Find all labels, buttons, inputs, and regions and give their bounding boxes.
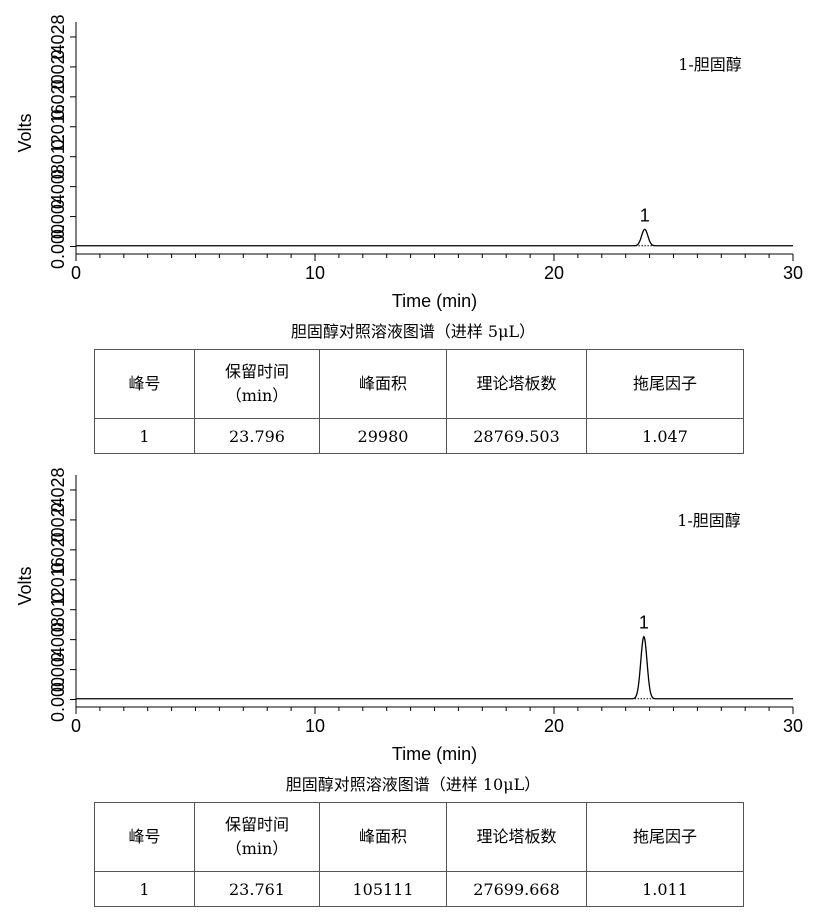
peak-results-table: 峰号 保留时间 （min） 峰面积 理论塔板数 拖尾因子 1 23.761 105… bbox=[94, 802, 744, 907]
col-header-peak-area: 峰面积 bbox=[319, 802, 447, 872]
chromatogram-trace bbox=[76, 228, 793, 247]
cell-retention-time: 23.761 bbox=[194, 871, 320, 907]
cell-theoretical-plates: 28769.503 bbox=[446, 418, 587, 454]
y-tick-label: 0.004 bbox=[48, 647, 68, 692]
chart-caption: 胆固醇对照溶液图谱（进样 5μL） bbox=[290, 322, 536, 341]
chromatogram-trace bbox=[76, 635, 793, 700]
col-header-peak-number: 峰号 bbox=[94, 349, 195, 419]
x-axis-title: Time (min) bbox=[392, 744, 477, 764]
x-tick-label: 30 bbox=[783, 716, 803, 736]
y-tick-label: 0.000 bbox=[48, 677, 68, 722]
col-header-theoretical-plates: 理论塔板数 bbox=[446, 802, 587, 872]
col-header-retention-time: 保留时间 （min） bbox=[194, 349, 320, 419]
y-axis-title: Volts bbox=[15, 566, 35, 605]
col-header-theoretical-plates: 理论塔板数 bbox=[446, 349, 587, 419]
col-header-peak-area: 峰面积 bbox=[319, 349, 447, 419]
x-tick-label: 10 bbox=[305, 716, 325, 736]
col-header-tailing-factor: 拖尾因子 bbox=[586, 349, 744, 419]
peak-label: 1 bbox=[639, 613, 649, 633]
x-tick-label: 10 bbox=[305, 263, 325, 283]
y-tick-label: 0.000 bbox=[48, 224, 68, 269]
y-tick-label: 0.028 bbox=[48, 467, 68, 512]
chart-caption: 胆固醇对照溶液图谱（进样 10μL） bbox=[285, 775, 541, 794]
peak-label: 1 bbox=[640, 205, 650, 225]
cell-theoretical-plates: 27699.668 bbox=[446, 871, 587, 907]
table-row: 1 23.761 105111 27699.668 1.011 bbox=[94, 871, 744, 907]
chromatogram-panel-5ul: 0 10 20 30 0.000 0.004 0.008 0.012 0.016 0.020 0.0… bbox=[0, 0, 826, 460]
y-axis-title: Volts bbox=[15, 113, 35, 152]
y-tick-label: 0.004 bbox=[48, 194, 68, 239]
chromatogram-chart-5ul: 0 10 20 300.0000.0040.0080.0120.0160.0200.0… bbox=[15, 14, 803, 311]
x-tick-label: 30 bbox=[783, 263, 803, 283]
y-tick-label: 0.020 bbox=[48, 74, 68, 119]
col-header-tailing-factor: 拖尾因子 bbox=[586, 802, 744, 872]
y-tick-label: 0.028 bbox=[48, 14, 68, 59]
x-tick-label: 20 bbox=[544, 263, 564, 283]
table-row: 1 23.796 29980 28769.503 1.047 bbox=[94, 418, 744, 454]
chromatogram-chart-10ul: 0 10 20 300.0000.0040.0080.0120.0160.0200.0… bbox=[15, 467, 803, 764]
x-tick-label: 0 bbox=[71, 263, 81, 283]
cell-tailing-factor: 1.047 bbox=[586, 418, 744, 454]
cell-retention-time: 23.796 bbox=[194, 418, 320, 454]
cell-peak-number: 1 bbox=[94, 418, 195, 454]
table-header-row: 峰号 保留时间 （min） 峰面积 理论塔板数 拖尾因子 bbox=[94, 802, 744, 872]
y-tick-label: 0.012 bbox=[48, 587, 68, 632]
col-header-retention-time: 保留时间 （min） bbox=[194, 802, 320, 872]
chromatogram-panel-10ul: 0 10 20 30 0.000 0.004 0.008 0.012 0.016 0.020 0.0… bbox=[0, 460, 826, 921]
y-tick-label: 0.024 bbox=[48, 497, 68, 542]
y-tick-label: 0.016 bbox=[48, 557, 68, 602]
table-header-row: 峰号 保留时间 （min） 峰面积 理论塔板数 拖尾因子 bbox=[94, 349, 744, 419]
x-tick-label: 0 bbox=[71, 716, 81, 736]
col-header-peak-number: 峰号 bbox=[94, 802, 195, 872]
x-axis-title: Time (min) bbox=[392, 291, 477, 311]
cell-peak-number: 1 bbox=[94, 871, 195, 907]
y-tick-label: 0.008 bbox=[48, 617, 68, 662]
cell-peak-area: 29980 bbox=[319, 418, 447, 454]
x-tick-label: 20 bbox=[544, 716, 564, 736]
y-tick-label: 0.024 bbox=[48, 44, 68, 89]
cell-peak-area: 105111 bbox=[319, 871, 447, 907]
cell-tailing-factor: 1.011 bbox=[586, 871, 744, 907]
y-tick-label: 0.008 bbox=[48, 164, 68, 209]
peak-results-table: 峰号 保留时间 （min） 峰面积 理论塔板数 拖尾因子 1 23.796 299… bbox=[94, 349, 744, 454]
y-tick-label: 0.012 bbox=[48, 134, 68, 179]
compound-annotation: 1-胆固醇 bbox=[677, 511, 741, 530]
y-tick-label: 0.016 bbox=[48, 104, 68, 149]
compound-annotation: 1-胆固醇 bbox=[678, 55, 742, 74]
y-tick-label: 0.020 bbox=[48, 527, 68, 572]
